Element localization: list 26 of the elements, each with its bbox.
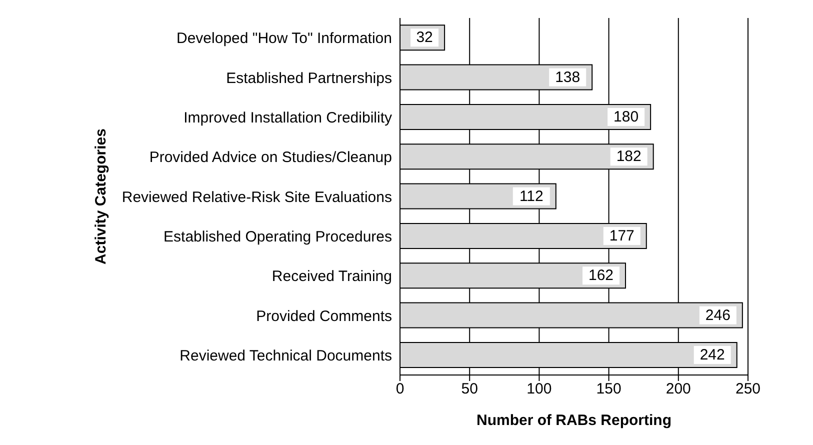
y-tick-label: Received Training bbox=[272, 268, 392, 286]
y-tick-label: Reviewed Relative-Risk Site Evaluations bbox=[122, 188, 392, 206]
data-label: 112 bbox=[519, 188, 544, 205]
x-axis-title: Number of RABs Reporting bbox=[476, 412, 672, 429]
data-label: 138 bbox=[555, 68, 580, 86]
x-tick-label: 150 bbox=[596, 380, 622, 398]
data-label: 32 bbox=[416, 29, 433, 46]
data-label: 180 bbox=[614, 108, 639, 126]
y-tick-label: Provided Advice on Studies/Cleanup bbox=[149, 149, 392, 166]
y-tick-label: Developed "How To" Information bbox=[176, 30, 392, 48]
x-tick-label: 250 bbox=[735, 380, 761, 398]
x-tick-label: 200 bbox=[666, 380, 691, 398]
data-label: 246 bbox=[705, 306, 730, 324]
y-tick-label: Reviewed Technical Documents bbox=[180, 347, 392, 364]
data-label: 242 bbox=[700, 346, 725, 364]
x-tick-label: 50 bbox=[461, 380, 478, 398]
x-tick-label: 100 bbox=[526, 380, 552, 398]
data-label: 162 bbox=[588, 267, 614, 284]
y-tick-label: Provided Comments bbox=[256, 308, 392, 325]
data-label: 182 bbox=[616, 148, 642, 166]
y-axis-title: Activity Categories bbox=[92, 128, 110, 264]
y-tick-label: Improved Installation Credibility bbox=[184, 109, 392, 126]
y-tick-label: Established Partnerships bbox=[226, 70, 392, 87]
x-tick-label: 0 bbox=[396, 380, 404, 398]
data-label: 177 bbox=[609, 227, 634, 244]
y-tick-label: Established Operating Procedures bbox=[164, 228, 392, 246]
